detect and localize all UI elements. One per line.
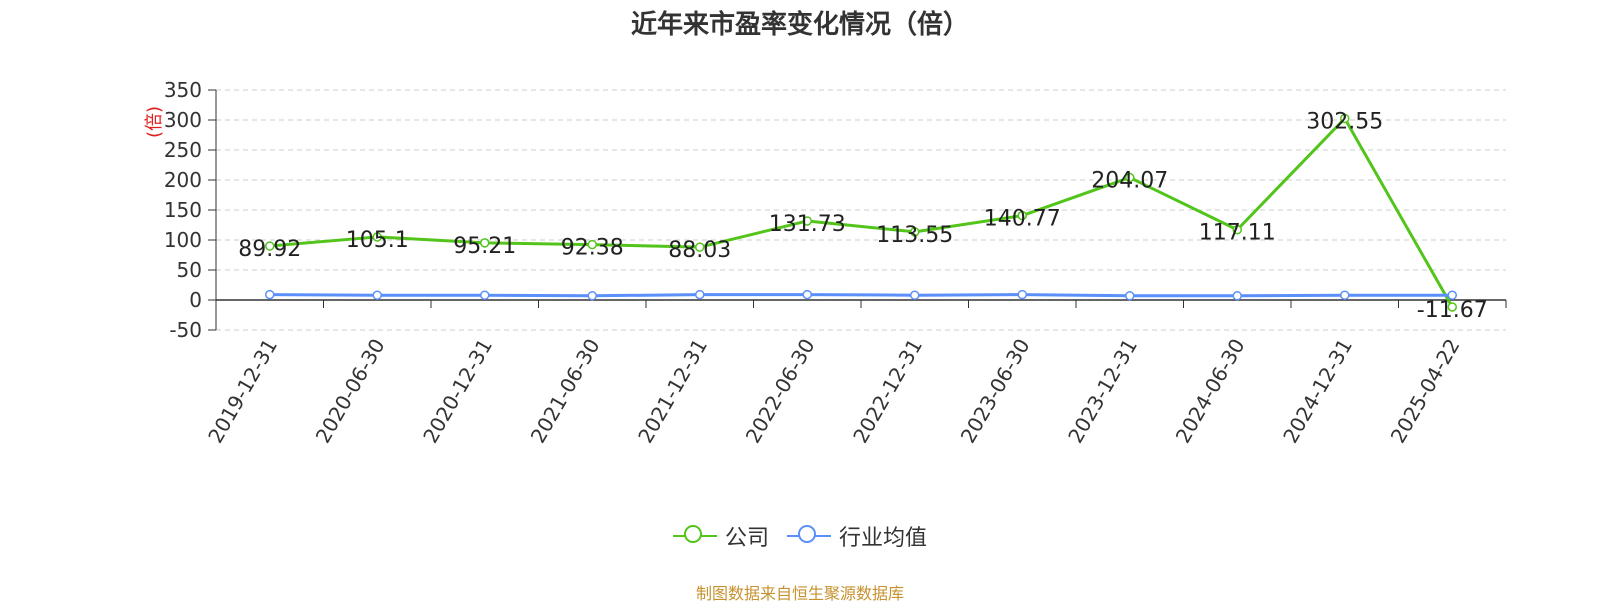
series-line-0 <box>269 116 1454 308</box>
x-tick-label: 2025-04-22 <box>1386 335 1465 448</box>
data-label: 113.55 <box>876 223 953 248</box>
y-tick-label: 150 <box>164 198 202 222</box>
data-point <box>372 290 382 300</box>
data-point <box>587 291 597 301</box>
data-point <box>480 238 490 248</box>
grid-lines <box>216 89 1506 331</box>
data-point <box>372 232 382 242</box>
y-tick-label: 200 <box>164 168 202 192</box>
y-tick-label: 300 <box>164 108 202 132</box>
data-label: 105.1 <box>346 228 409 253</box>
y-tick-label: 50 <box>177 258 202 282</box>
legend-item-industry[interactable]: 行业均值 <box>787 520 927 552</box>
data-label: 89.92 <box>238 237 301 262</box>
y-tick-label: 350 <box>164 78 202 102</box>
x-tick-label: 2021-06-30 <box>526 335 605 448</box>
x-tick-label: 2022-12-31 <box>848 335 927 448</box>
data-label: 88.03 <box>668 238 731 263</box>
x-tick-label: 2023-12-31 <box>1063 335 1142 448</box>
data-point <box>1447 290 1457 300</box>
x-tick-label: 2020-06-30 <box>311 335 390 448</box>
data-point <box>1340 290 1350 300</box>
data-point <box>802 289 812 300</box>
legend-marker-company-icon <box>672 524 717 548</box>
series-lines <box>265 113 1457 312</box>
data-point <box>587 239 597 250</box>
data-label: 204.07 <box>1091 169 1168 194</box>
chart-canvas: -50 0 50 100 150 200 250 300 350 (倍) 2019-12-31 202… <box>144 78 1507 448</box>
data-point <box>1017 210 1027 221</box>
chart-title: 近年来市盈率变化情况（倍） <box>630 10 969 40</box>
legend-marker-industry-icon <box>787 524 831 548</box>
data-point <box>265 289 275 300</box>
data-labels: 89.92 105.1 95.21 92.38 88.03 131.73 113.55 140… <box>238 109 1487 323</box>
data-label: 117.11 <box>1199 221 1276 246</box>
x-tick-label: 2022-06-30 <box>741 335 820 448</box>
x-tick-label: 2023-06-30 <box>956 335 1035 448</box>
data-point <box>1447 302 1457 312</box>
x-tick-label: 2021-12-31 <box>633 335 712 448</box>
data-point <box>1017 289 1027 300</box>
x-tick-label: 2024-06-30 <box>1171 335 1250 448</box>
data-point <box>480 290 490 300</box>
data-point <box>1125 172 1135 183</box>
y-tick-label: 250 <box>164 138 202 162</box>
data-point <box>695 242 705 252</box>
y-tick-label: 100 <box>164 228 202 252</box>
data-label: 302.55 <box>1306 109 1383 134</box>
data-label: 95.21 <box>453 234 516 259</box>
data-label: 131.73 <box>769 212 846 237</box>
source-note: 制图数据来自恒生聚源数据库 <box>695 584 904 603</box>
legend-item-company[interactable]: 公司 <box>672 520 769 552</box>
data-point <box>265 241 275 251</box>
data-point <box>1232 224 1242 235</box>
x-tick-label: 2019-12-31 <box>203 335 282 448</box>
x-tick-label: 2024-12-31 <box>1278 335 1357 448</box>
data-point <box>910 290 920 300</box>
x-tick-label: 2020-12-31 <box>418 335 497 448</box>
legend-label-company: 公司 <box>724 526 769 551</box>
data-label: 140.77 <box>984 207 1061 232</box>
data-point <box>1340 113 1350 124</box>
series-line-1 <box>269 293 1453 298</box>
legend: 公司 行业均值 <box>0 520 1600 552</box>
axes: -50 0 50 100 150 200 250 300 350 (倍) 2019-12-31 202… <box>144 78 1507 448</box>
y-tick-label: 0 <box>189 288 202 312</box>
y-axis-label: (倍) <box>144 106 165 138</box>
legend-label-industry: 行业均值 <box>839 526 928 551</box>
data-point <box>910 227 920 237</box>
data-point <box>695 289 705 300</box>
y-tick-label: -50 <box>169 318 202 342</box>
data-point <box>802 216 812 226</box>
data-label: 92.38 <box>561 236 624 261</box>
data-label: -11.67 <box>1417 298 1488 323</box>
data-point <box>1232 291 1242 301</box>
data-point <box>1125 291 1135 301</box>
